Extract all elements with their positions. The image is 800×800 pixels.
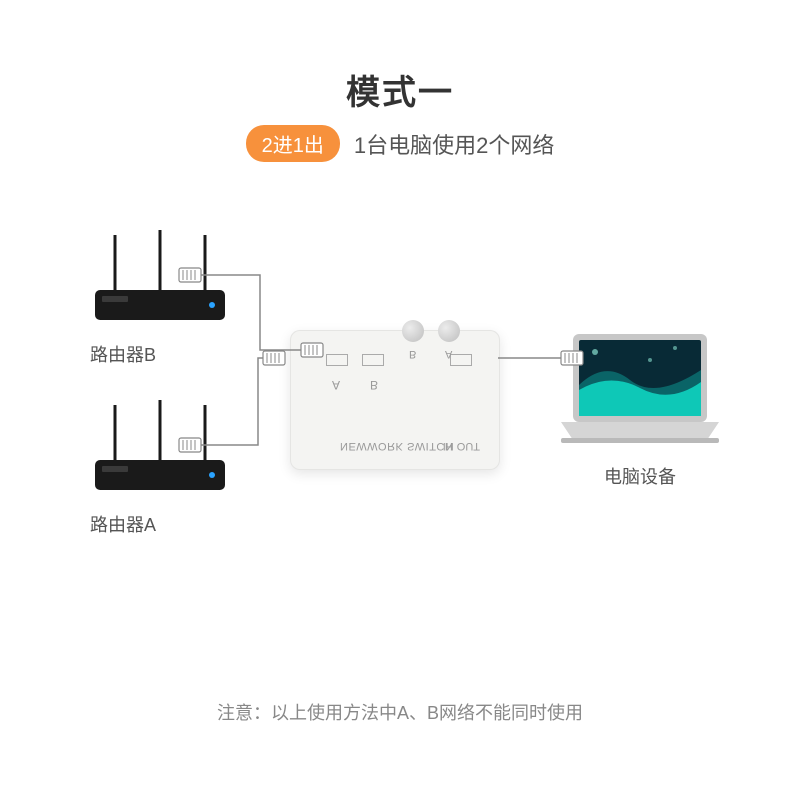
diagram-area: 路由器B 路由器A A B A B IN OUT NEWWORK SWITCH [0, 200, 800, 680]
footnote: 注意：以上使用方法中A、B网络不能同时使用 [0, 699, 800, 725]
cable-switch-laptop [0, 200, 800, 700]
rj45-icon [178, 437, 202, 453]
rj45-icon [178, 267, 202, 283]
title: 模式一 [0, 65, 800, 114]
mode-badge: 2进1出 [246, 125, 340, 162]
rj45-icon [560, 350, 584, 366]
subtitle: 1台电脑使用2个网络 [354, 128, 554, 160]
rj45-icon [262, 350, 286, 366]
rj45-icon [300, 342, 324, 358]
subtitle-row: 2进1出 1台电脑使用2个网络 [0, 125, 800, 162]
